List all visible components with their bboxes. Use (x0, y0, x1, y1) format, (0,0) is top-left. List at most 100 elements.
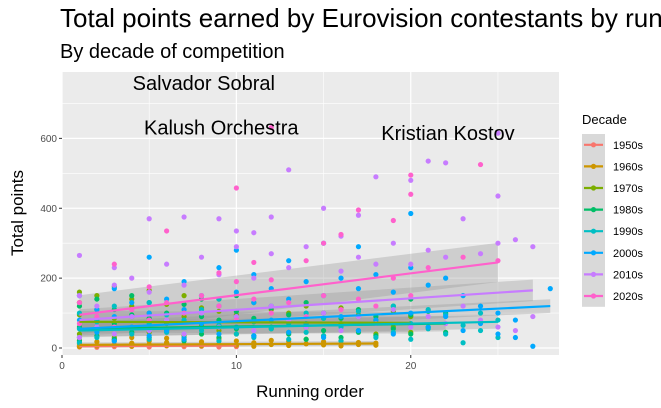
data-point-2010s (286, 167, 292, 173)
data-point-2020s (146, 284, 152, 290)
data-point-2010s (355, 254, 362, 260)
data-point-2000s (477, 303, 484, 309)
data-point-2010s (408, 324, 414, 330)
data-point-2000s (111, 338, 117, 344)
legend-key-point (590, 185, 597, 191)
data-point-2000s (425, 282, 431, 288)
data-point-2000s (286, 329, 292, 335)
data-point-2000s (495, 310, 501, 316)
data-point-2010s (181, 214, 187, 220)
legend: Decade 1950s 1960s 1970s 1980s 1990s 2000s 201… (582, 112, 643, 307)
data-point-2010s (181, 282, 187, 288)
data-point-1990s (286, 336, 292, 342)
data-point-2000s (338, 275, 344, 281)
y-axis-title: Total points (8, 170, 27, 256)
legend-key-point (590, 163, 597, 169)
y-tick-label: 400 (40, 204, 57, 215)
data-point-2020s (320, 293, 327, 299)
data-point-2010s (495, 130, 501, 136)
data-point-2020s (373, 303, 379, 309)
data-point-2000s (512, 317, 519, 323)
data-point-2020s (233, 279, 239, 285)
data-point-2000s (320, 334, 327, 341)
data-point-1980s (181, 301, 187, 307)
annotations: Salvador Sobral Kalush Orchestra Kristian … (133, 73, 515, 145)
data-point-1980s (129, 293, 135, 299)
data-point-1980s (303, 336, 309, 342)
data-point-2000s (530, 343, 536, 349)
data-point-2010s (164, 261, 170, 267)
data-point-2010s (495, 324, 501, 330)
data-point-1990s (355, 308, 362, 314)
trend-line-1950s (79, 344, 237, 348)
data-point-2000s (443, 313, 449, 320)
y-tick-label: 200 (40, 274, 57, 285)
legend-label: 2000s (613, 248, 643, 260)
data-point-1960s (94, 339, 100, 345)
data-point-2020s (460, 254, 466, 260)
data-point-1980s (303, 299, 309, 306)
trend-line-2020s (79, 261, 499, 316)
data-point-1990s (233, 331, 239, 337)
data-point-2010s (338, 268, 344, 274)
data-point-1990s (373, 334, 379, 341)
legend-key-point (590, 228, 597, 234)
data-point-1990s (460, 322, 466, 328)
legend-key-point (590, 142, 597, 148)
data-point-2000s (216, 265, 222, 271)
data-point-2020s (355, 296, 362, 302)
data-point-2010s (320, 310, 327, 316)
data-point-2010s (111, 331, 117, 337)
chart-subtitle: By decade of competition (60, 41, 285, 63)
data-point-2010s (373, 174, 379, 180)
data-point-2010s (390, 306, 396, 313)
data-point-2000s (390, 331, 396, 337)
legend-label: 2010s (613, 269, 643, 281)
data-point-2010s (251, 275, 257, 281)
data-point-2020s (164, 228, 170, 234)
legend-label: 1970s (613, 183, 643, 195)
data-point-1980s (286, 312, 292, 318)
data-point-1960s (164, 335, 170, 341)
data-point-2010s (530, 313, 536, 320)
data-point-2000s (355, 244, 362, 250)
legend-label: 1980s (613, 205, 643, 217)
legend-label: 1950s (613, 140, 643, 152)
data-point-2010s (129, 275, 135, 281)
data-point-1990s (443, 331, 449, 337)
data-point-2010s (146, 216, 152, 222)
data-point-2020s (268, 124, 274, 131)
data-point-2010s (233, 228, 239, 234)
data-point-2010s (216, 216, 222, 222)
data-point-1990s (477, 310, 484, 316)
data-point-2010s (460, 303, 466, 309)
data-point-1990s (303, 329, 309, 335)
data-point-2000s (355, 327, 362, 334)
data-point-2010s (251, 230, 257, 236)
chart-title: Total points earned by Eurovision contes… (60, 3, 661, 33)
data-point-2000s (425, 324, 431, 330)
data-point-2000s (251, 333, 257, 339)
annotation-label: Kalush Orchestra (144, 118, 299, 140)
data-point-1990s (216, 338, 222, 344)
data-point-2010s (355, 212, 362, 218)
data-point-2000s (286, 258, 292, 264)
data-point-1990s (477, 327, 484, 334)
data-point-2010s (76, 293, 83, 299)
x-tick-label: 0 (59, 361, 65, 372)
data-point-1990s (198, 327, 205, 334)
data-point-2010s (233, 244, 239, 250)
data-point-2000s (181, 336, 187, 342)
data-point-1980s (408, 331, 414, 337)
data-point-2010s (268, 214, 274, 220)
trend-line-2010s (79, 289, 533, 322)
data-point-2010s (76, 334, 83, 341)
data-point-2000s (146, 333, 152, 339)
data-point-2020s (216, 270, 222, 276)
legend-label: 1960s (613, 161, 643, 173)
data-point-2010s (146, 289, 152, 295)
data-point-2020s (216, 303, 222, 309)
data-point-2010s (338, 327, 344, 334)
data-point-1990s (129, 331, 135, 337)
data-point-1960s (268, 337, 274, 343)
